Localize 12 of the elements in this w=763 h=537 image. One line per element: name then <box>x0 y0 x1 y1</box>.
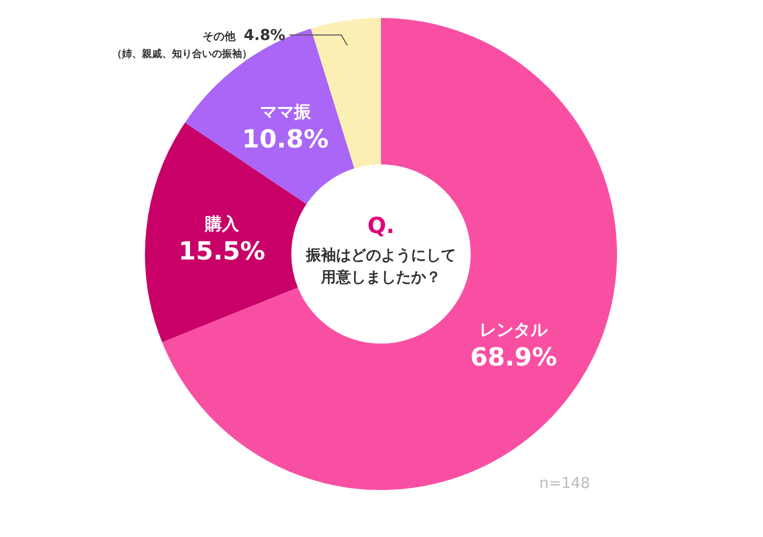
text: Q. <box>366 214 396 240</box>
slice-label: レンタル <box>480 320 549 341</box>
data-label: 4.8% <box>244 26 286 44</box>
slice-label: ママ振 <box>260 102 312 123</box>
text: 振袖はどのようにして用意しましたか？ <box>304 245 457 288</box>
slice-label: 購入 <box>204 214 240 234</box>
text: n=148 <box>539 474 590 492</box>
data-label: 68.9% <box>470 342 557 372</box>
slice-label: その他 <box>202 30 237 43</box>
text: （姉、親戚、知り合いの振袖） <box>112 48 252 60</box>
data-label: 10.8% <box>242 124 329 154</box>
data-label: 15.5% <box>178 236 266 266</box>
